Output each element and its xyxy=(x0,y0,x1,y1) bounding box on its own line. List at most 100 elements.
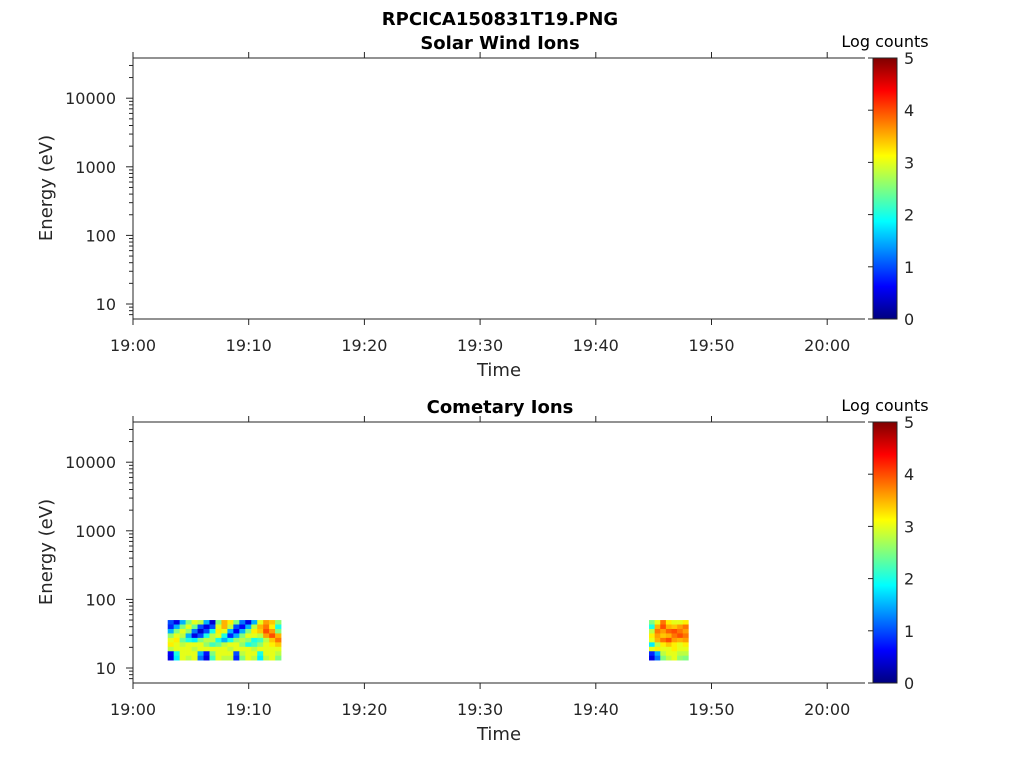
cometary-heatmap-cell xyxy=(251,651,258,657)
cometary-heatmap-cell xyxy=(227,642,234,648)
cometary-heatmap-cell xyxy=(179,646,186,652)
cometary-heatmap-cell xyxy=(665,646,672,652)
cometary-heatmap-cell xyxy=(654,633,661,639)
cometary-heatmap-cell xyxy=(649,642,655,648)
cometary-colorbar-tick-label: 1 xyxy=(904,622,914,641)
cometary-heatmap-cell xyxy=(179,628,186,634)
cometary-heatmap-cell xyxy=(275,628,282,634)
cometary-heatmap-cell xyxy=(215,633,222,639)
cometary-heatmap-cell xyxy=(275,655,282,661)
cometary-heatmap-cell xyxy=(275,624,282,630)
solar-wind-y-tick-label: 10000 xyxy=(65,89,116,108)
cometary-heatmap-cell xyxy=(167,633,174,639)
cometary-heatmap-cell xyxy=(263,646,270,652)
cometary-heatmap-cell xyxy=(245,651,252,657)
cometary-heatmap-cell xyxy=(677,637,684,643)
cometary-heatmap-cell xyxy=(269,633,276,639)
cometary-panel: Cometary Ions Time Energy (eV) Log count… xyxy=(36,396,929,745)
cometary-heatmap-cell xyxy=(209,646,216,652)
cometary-heatmap-cell xyxy=(167,620,174,625)
cometary-heatmap-cell xyxy=(682,620,689,625)
cometary-heatmap-cell xyxy=(209,655,216,661)
cometary-heatmap-cell xyxy=(649,620,655,625)
cometary-heatmap-cell xyxy=(251,655,258,661)
cometary-heatmap-cell xyxy=(215,628,222,634)
cometary-heatmap-cell xyxy=(654,655,661,661)
cometary-heatmap-cell xyxy=(179,620,186,625)
cometary-heatmap-cell xyxy=(649,646,655,652)
cometary-colorbar xyxy=(872,421,898,684)
solar-wind-xlabel: Time xyxy=(476,360,521,381)
figure-title: RPCICA150831T19.PNG xyxy=(382,9,618,30)
cometary-heatmap-cell xyxy=(233,633,240,639)
cometary-heatmap-cell xyxy=(251,637,258,643)
cometary-heatmap-cell xyxy=(245,655,252,661)
cometary-heatmap-cell xyxy=(233,655,240,661)
cometary-heatmap-cell xyxy=(179,651,186,657)
cometary-heatmap-cell xyxy=(660,637,667,643)
cometary-heatmap-cell xyxy=(233,646,240,652)
cometary-heatmap-cell xyxy=(191,624,198,630)
cometary-heatmap-cell xyxy=(269,655,276,661)
cometary-heatmap-cell xyxy=(239,620,246,625)
cometary-heatmap-cell xyxy=(191,642,198,648)
cometary-heatmap-cell xyxy=(215,620,222,625)
cometary-heatmap-cell xyxy=(649,628,655,634)
cometary-heatmap-cell xyxy=(203,637,210,643)
cometary-heatmap-cell xyxy=(251,620,258,625)
cometary-heatmap-cell xyxy=(660,642,667,648)
cometary-heatmap-cell xyxy=(173,637,180,643)
cometary-heatmap-cell xyxy=(654,628,661,634)
cometary-heatmap-cell xyxy=(239,624,246,630)
cometary-heatmap-cell xyxy=(677,646,684,652)
cometary-heatmap-cell xyxy=(209,620,216,625)
cometary-heatmap-cell xyxy=(654,624,661,630)
cometary-heatmap-cell xyxy=(191,633,198,639)
cometary-heatmap-cell xyxy=(257,651,264,657)
cometary-heatmap-cell xyxy=(197,633,204,639)
cometary-heatmap-cell xyxy=(185,620,192,625)
solar-wind-y-tick-label: 10 xyxy=(96,295,116,314)
cometary-x-tick-label: 19:50 xyxy=(688,700,734,719)
cometary-heatmap-cell xyxy=(215,624,222,630)
solar-wind-x-tick-label: 19:20 xyxy=(341,336,387,355)
cometary-heatmap-cell xyxy=(251,624,258,630)
cometary-heatmap-cell xyxy=(179,624,186,630)
cometary-x-tick-label: 19:40 xyxy=(573,700,619,719)
cometary-heatmap-cell xyxy=(239,633,246,639)
cometary-heatmap-cell xyxy=(257,628,264,634)
solar-wind-colorbar-tick-label: 0 xyxy=(904,310,914,329)
cometary-heatmap-cell xyxy=(257,624,264,630)
cometary-heatmap-cell xyxy=(251,642,258,648)
cometary-heatmap-cell xyxy=(203,633,210,639)
cometary-heatmap-cell xyxy=(245,642,252,648)
cometary-heatmap-cell xyxy=(269,620,276,625)
cometary-heatmap-cell xyxy=(191,628,198,634)
cometary-heatmap-cell xyxy=(269,651,276,657)
cometary-heatmap-cell xyxy=(671,620,678,625)
cometary-heatmap-cell xyxy=(245,620,252,625)
cometary-heatmap-cell xyxy=(263,633,270,639)
solar-wind-ylabel: Energy (eV) xyxy=(36,135,57,241)
cometary-heatmap-cell xyxy=(167,651,174,657)
solar-wind-panel: Solar Wind Ions Time Energy (eV) Log cou… xyxy=(36,32,929,381)
cometary-heatmap-cell xyxy=(221,655,228,661)
cometary-heatmap-cell xyxy=(257,620,264,625)
cometary-heatmap-cell xyxy=(677,655,684,661)
cometary-heatmap-cell xyxy=(197,624,204,630)
cometary-heatmap-cell xyxy=(660,633,667,639)
cometary-heatmap-cell xyxy=(209,637,216,643)
cometary-heatmap-cell xyxy=(197,642,204,648)
cometary-heatmap-cell xyxy=(203,624,210,630)
cometary-heatmap-cell xyxy=(677,642,684,648)
cometary-heatmap-cell xyxy=(665,637,672,643)
cometary-heatmap-cell xyxy=(221,651,228,657)
cometary-heatmap-cell xyxy=(191,620,198,625)
cometary-heatmap-cell xyxy=(665,651,672,657)
cometary-heatmap-cell xyxy=(665,624,672,630)
cometary-heatmap-cell xyxy=(233,651,240,657)
cometary-heatmap-cell xyxy=(203,651,210,657)
cometary-heatmap-cell xyxy=(682,637,689,643)
cometary-heatmap-cell xyxy=(682,624,689,630)
